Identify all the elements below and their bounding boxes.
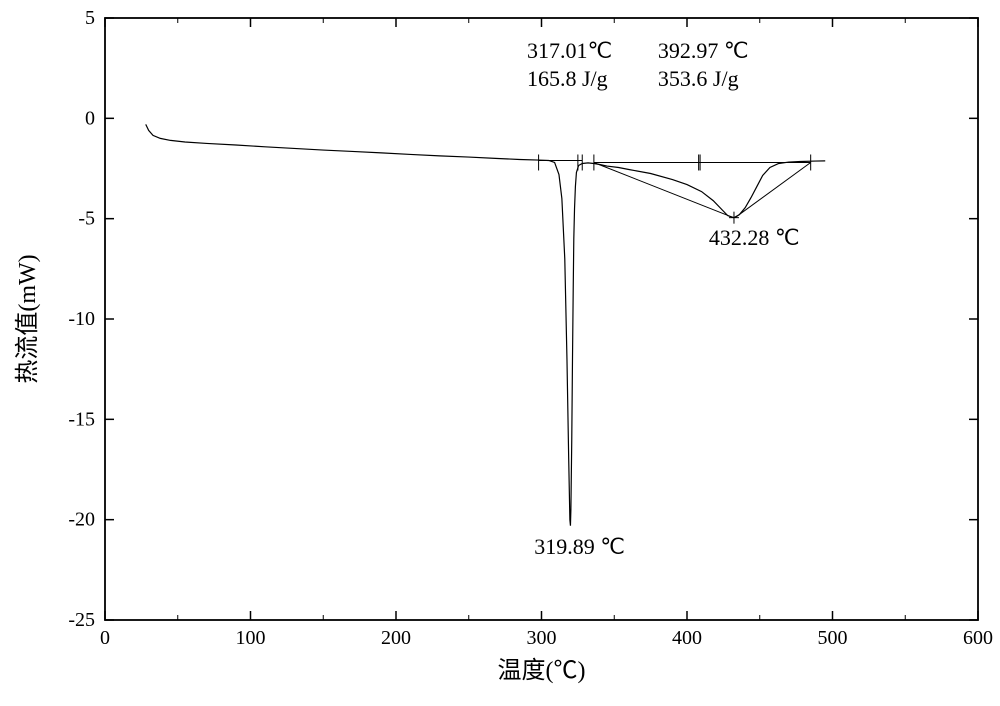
x-tick-label: 500 xyxy=(818,627,848,649)
y-tick-label: -10 xyxy=(68,308,95,330)
x-axis-label: 温度(℃) xyxy=(498,657,586,684)
x-tick-label: 600 xyxy=(963,627,993,649)
y-tick-label: -20 xyxy=(68,509,95,531)
chart-svg: 0 100 200 300 400 500 600 -25 -20 -15 -10 -5 0 5 温度(℃… xyxy=(0,0,1000,706)
y-tick-label: 5 xyxy=(85,7,95,29)
x-tick-label: 400 xyxy=(672,627,702,649)
anno-onset1-energy: 165.8 J/g xyxy=(527,66,608,91)
plot-bg xyxy=(0,0,1000,706)
y-tick-label: -25 xyxy=(68,609,95,631)
x-tick-label: 0 xyxy=(100,627,110,649)
y-tick-label: 0 xyxy=(85,107,95,129)
anno-onset1-temp: 317.01℃ xyxy=(527,38,612,63)
y-tick-label: -5 xyxy=(78,208,95,230)
dsc-chart: 0 100 200 300 400 500 600 -25 -20 -15 -10 -5 0 5 温度(℃… xyxy=(0,0,1000,706)
anno-peak1-temp: 319.89 ℃ xyxy=(534,534,625,559)
x-tick-label: 200 xyxy=(381,627,411,649)
anno-peak2-temp: 432.28 ℃ xyxy=(709,225,800,250)
y-tick-label: -15 xyxy=(68,408,95,430)
x-tick-label: 100 xyxy=(236,627,266,649)
anno-onset2-energy: 353.6 J/g xyxy=(658,66,739,91)
y-axis-label: 热流值(mW) xyxy=(14,254,41,383)
x-tick-label: 300 xyxy=(527,627,557,649)
anno-onset2-temp: 392.97 ℃ xyxy=(658,38,749,63)
